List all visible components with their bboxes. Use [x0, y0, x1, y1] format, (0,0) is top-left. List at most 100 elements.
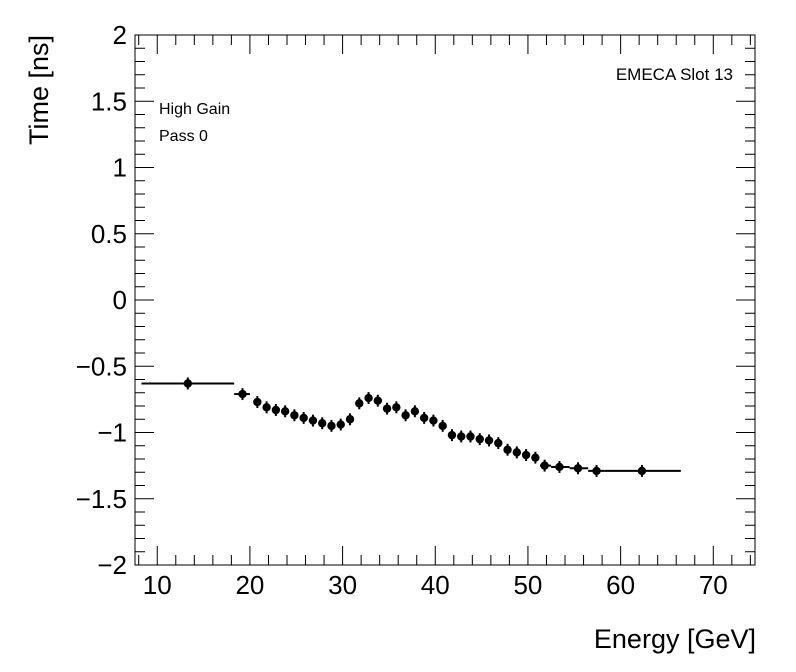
data-marker	[419, 413, 429, 423]
data-marker	[573, 464, 583, 473]
data-point	[429, 414, 438, 427]
data-point	[401, 409, 410, 422]
axis-ticks	[135, 34, 755, 566]
data-marker	[410, 407, 420, 416]
y-tick-label: 0.5	[91, 219, 127, 249]
data-marker	[253, 397, 262, 407]
data-marker	[512, 448, 522, 457]
data-marker	[299, 413, 308, 423]
plot-frame	[134, 34, 756, 566]
data-marker	[475, 434, 484, 444]
data-marker	[401, 411, 410, 420]
data-point	[569, 462, 589, 475]
annotation-pass: Pass 0	[159, 128, 208, 145]
data-point	[438, 419, 447, 432]
x-axis-title: Energy [GeV]	[594, 624, 756, 654]
data-point	[419, 411, 429, 424]
data-point	[373, 394, 383, 407]
data-marker	[540, 461, 549, 470]
data-point	[531, 451, 540, 464]
y-axis-title: Time [ns]	[24, 35, 54, 145]
x-tick-label: 30	[328, 570, 357, 600]
x-tick-label: 20	[235, 570, 264, 600]
data-point	[604, 464, 681, 477]
x-tick-label: 60	[606, 570, 635, 600]
data-point	[364, 392, 373, 405]
data-marker	[336, 420, 345, 429]
annotation-slot: EMECA Slot 13	[616, 65, 733, 84]
data-point	[141, 377, 235, 390]
data-point	[327, 419, 336, 432]
data-marker	[457, 432, 466, 441]
data-marker	[308, 416, 318, 425]
data-marker	[447, 430, 457, 440]
data-marker	[494, 438, 503, 448]
data-point	[447, 429, 457, 442]
data-point	[521, 449, 531, 461]
x-tick-label: 50	[513, 570, 542, 600]
data-marker	[238, 389, 247, 399]
data-point	[262, 401, 271, 414]
data-marker	[521, 450, 531, 460]
data-marker	[438, 421, 447, 431]
data-marker	[382, 404, 392, 413]
data-point	[234, 388, 250, 401]
data-point	[299, 411, 308, 424]
x-tick-label: 10	[143, 570, 172, 600]
y-tick-label: −0.5	[76, 351, 127, 381]
data-marker	[290, 411, 299, 420]
data-point	[308, 414, 318, 427]
y-tick-label: 0	[113, 285, 127, 315]
data-point	[503, 443, 512, 456]
data-point	[484, 434, 494, 447]
data-point	[457, 430, 466, 443]
y-tick-label: −1	[97, 418, 127, 448]
data-marker	[429, 416, 438, 425]
annotation-high-gain: High Gain	[159, 101, 230, 118]
data-marker	[555, 462, 564, 472]
tick-labels: 10 20 30 40 50 60 70 −2 −1.5 −1 −0.5 0 0.5 1 1.5 2	[76, 20, 728, 600]
y-tick-label: 1	[113, 153, 127, 183]
data-marker	[183, 379, 193, 388]
data-marker	[355, 399, 364, 408]
x-tick-label: 40	[421, 570, 450, 600]
data-marker	[484, 436, 494, 445]
data-point	[494, 437, 503, 450]
data-point	[271, 404, 281, 416]
data-marker	[373, 396, 383, 405]
data-point	[539, 459, 552, 472]
data-point	[382, 402, 392, 415]
data-point	[392, 401, 401, 414]
data-point	[290, 409, 299, 422]
data-points	[141, 377, 681, 477]
data-point	[253, 396, 262, 408]
y-tick-label: 2	[113, 20, 127, 50]
data-marker	[503, 445, 512, 454]
data-point	[588, 464, 605, 477]
data-marker	[271, 405, 281, 415]
data-marker	[531, 453, 540, 462]
data-marker	[364, 393, 373, 403]
y-tick-label: 1.5	[91, 86, 127, 116]
data-point	[318, 417, 327, 430]
data-point	[551, 460, 570, 473]
data-marker	[318, 419, 327, 428]
data-point	[475, 433, 484, 446]
data-point	[345, 413, 355, 426]
data-marker	[280, 407, 290, 416]
data-marker	[592, 466, 601, 476]
data-marker	[327, 421, 336, 431]
x-tick-label: 70	[699, 570, 728, 600]
data-marker	[392, 403, 401, 412]
data-marker	[345, 415, 355, 424]
data-point	[410, 405, 420, 418]
data-point	[355, 397, 364, 410]
data-marker	[262, 403, 271, 412]
data-marker	[466, 432, 475, 441]
data-point	[466, 430, 475, 443]
y-tick-label: −1.5	[76, 484, 127, 514]
data-point	[512, 446, 522, 459]
data-point	[336, 418, 345, 431]
data-marker	[637, 466, 647, 476]
